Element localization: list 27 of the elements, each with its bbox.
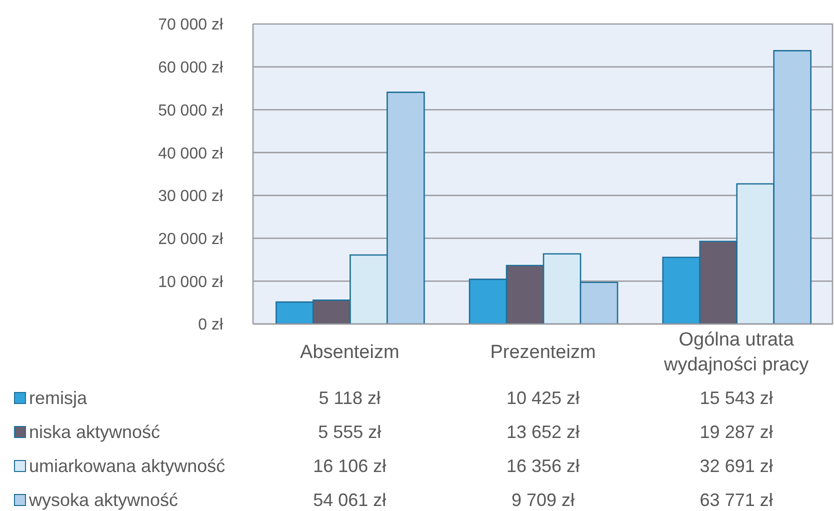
- legend-label: remisja: [29, 387, 88, 409]
- y-tick-label: 60 000 zł: [158, 60, 224, 77]
- data-label: 13 652 zł: [505, 421, 581, 443]
- data-label: 5 118 zł: [318, 387, 382, 409]
- data-label: 15 543 zł: [698, 387, 774, 409]
- x-tick-label: Prezenteizm: [490, 342, 596, 362]
- legend-label: wysoka aktywność: [29, 489, 178, 511]
- y-tick-label: 50 000 zł: [158, 102, 224, 120]
- y-tick-label: 30 000 zł: [158, 188, 224, 206]
- data-label: 5 555 zł: [317, 421, 382, 443]
- data-label: 54 061 zł: [312, 489, 388, 511]
- x-tick-label: Absenteizm: [300, 342, 400, 362]
- y-tick-label: 40 000 zł: [158, 145, 224, 162]
- y-tick-label: 70 000 zł: [158, 16, 224, 34]
- data-label: 9 709 zł: [510, 489, 576, 511]
- data-label: 10 425 zł: [505, 387, 581, 409]
- data-label: 32 691 zł: [698, 455, 774, 477]
- x-tick-label: Ogólna utrata wydajności pracy: [662, 329, 810, 375]
- data-label: 16 356 zł: [505, 455, 581, 477]
- legend-label: niska aktywność: [29, 421, 160, 443]
- legend-label: umiarkowana aktywność: [29, 455, 226, 477]
- data-label: 19 287 zł: [698, 421, 774, 443]
- data-label: 16 106 zł: [312, 455, 388, 477]
- y-tick-label: 20 000 zł: [158, 230, 224, 248]
- y-tick-label: 10 000 zł: [158, 274, 224, 291]
- data-label: 63 771 zł: [698, 489, 774, 511]
- y-tick-label: 0 zł: [198, 316, 224, 334]
